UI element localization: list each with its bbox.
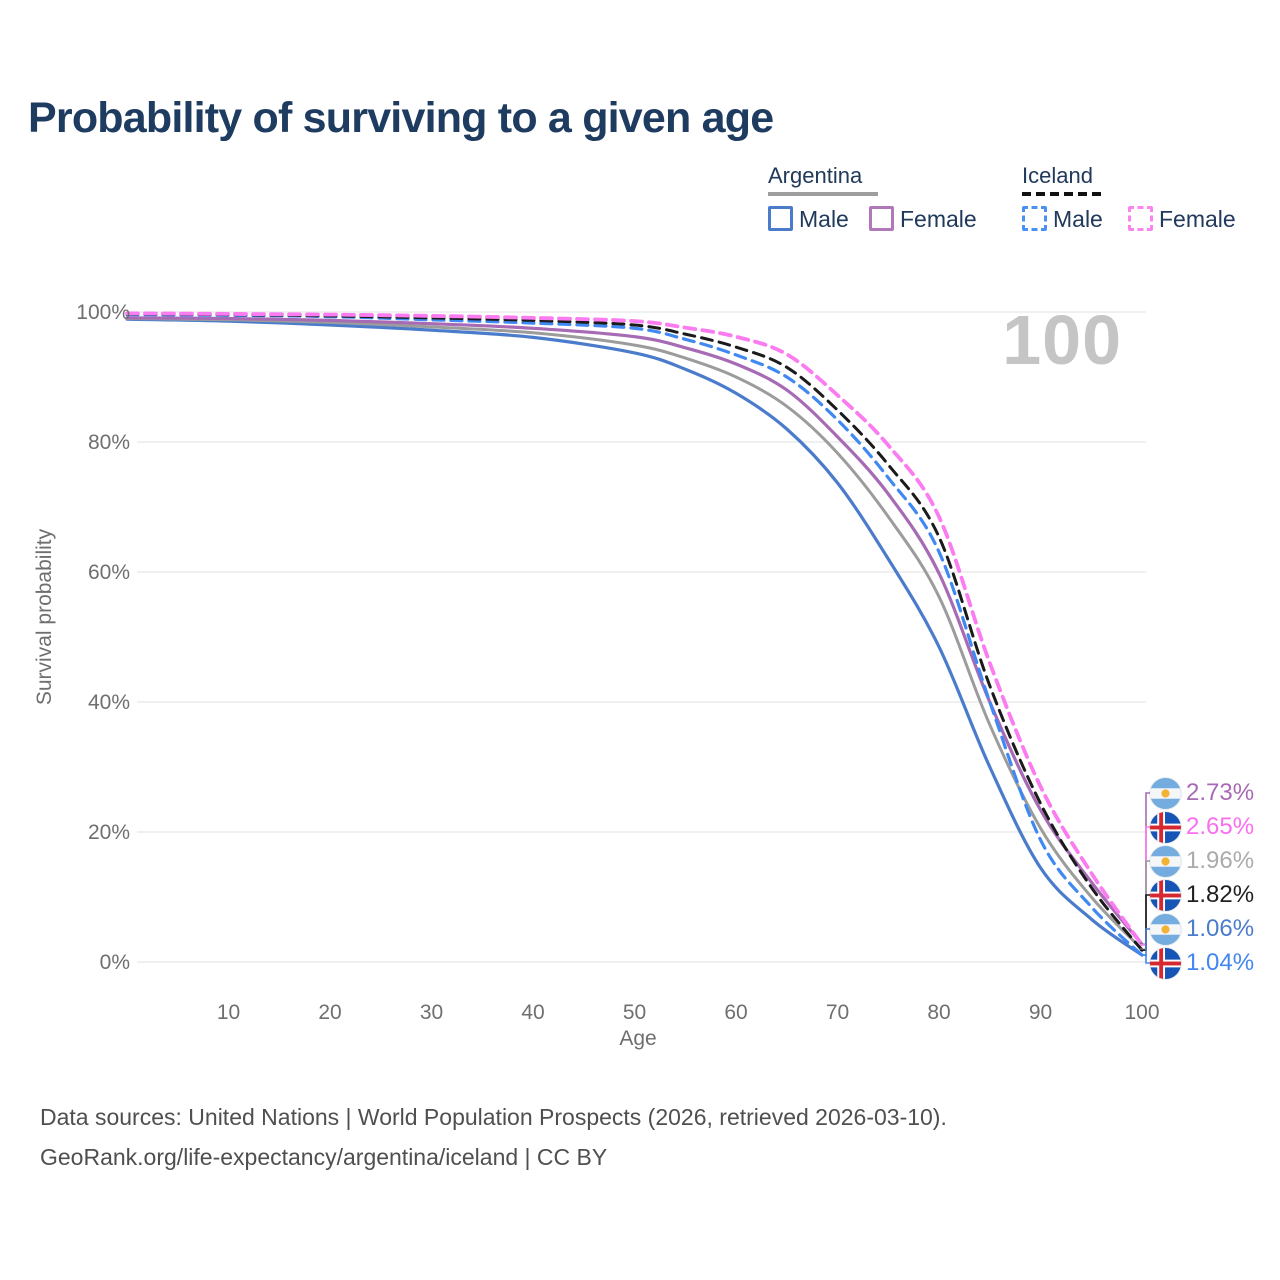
x-tick-label: 30 bbox=[420, 1001, 443, 1024]
x-tick-label: 10 bbox=[217, 1001, 240, 1024]
y-tick-label: 20% bbox=[88, 821, 130, 844]
end-label-value: 2.73% bbox=[1186, 779, 1255, 806]
x-tick-label: 40 bbox=[521, 1001, 544, 1024]
footer-attribution: GeoRank.org/life-expectancy/argentina/ic… bbox=[40, 1144, 608, 1170]
x-tick-label: 60 bbox=[724, 1001, 747, 1024]
y-tick-label: 100% bbox=[76, 301, 130, 324]
y-tick-label: 80% bbox=[88, 431, 130, 454]
y-tick-label: 40% bbox=[88, 691, 130, 714]
x-tick-label: 50 bbox=[623, 1001, 646, 1024]
x-axis-title: Age bbox=[619, 1027, 657, 1050]
end-label-value: 1.06% bbox=[1186, 915, 1255, 942]
series-line-iceland-female[interactable] bbox=[125, 311, 1144, 947]
end-label-iceland-female[interactable]: 2.65% bbox=[1150, 811, 1255, 843]
end-label-value: 1.96% bbox=[1186, 847, 1255, 874]
series-layer bbox=[125, 311, 1152, 964]
iceland-flag-icon bbox=[1150, 811, 1181, 843]
hovered-age-watermark: 100 bbox=[1002, 301, 1122, 379]
x-tick-label: 70 bbox=[826, 1001, 849, 1024]
y-axis-title: Survival probability bbox=[33, 528, 56, 706]
end-label-value: 1.82% bbox=[1186, 881, 1255, 908]
x-tick-label: 90 bbox=[1029, 1001, 1052, 1024]
end-label-iceland-all[interactable]: 1.82% bbox=[1150, 879, 1255, 911]
series-line-argentina-female[interactable] bbox=[125, 316, 1144, 946]
series-line-argentina-male[interactable] bbox=[125, 317, 1144, 957]
series-line-iceland-all[interactable] bbox=[125, 312, 1144, 952]
iceland-flag-icon bbox=[1150, 947, 1181, 979]
iceland-all-line-swatch bbox=[1022, 192, 1104, 196]
legend-group-argentina[interactable]: Argentina bbox=[768, 163, 863, 188]
x-tick-label: 80 bbox=[927, 1001, 950, 1024]
legend-label-iceland-female[interactable]: Female bbox=[1159, 206, 1236, 232]
leader-line-iceland-male bbox=[1140, 954, 1152, 964]
series-line-iceland-male[interactable] bbox=[125, 313, 1144, 957]
argentina-all-line-swatch bbox=[768, 192, 878, 196]
footer: Data sources: United Nations | World Pop… bbox=[40, 1097, 947, 1177]
legend-swatch-iceland-female[interactable] bbox=[1128, 206, 1153, 231]
argentina-flag-icon bbox=[1150, 777, 1181, 809]
legend-swatch-argentina-female[interactable] bbox=[869, 206, 894, 231]
end-label-argentina-all[interactable]: 1.96% bbox=[1150, 845, 1255, 877]
end-label-value: 1.04% bbox=[1186, 949, 1255, 976]
end-label-argentina-male[interactable]: 1.06% bbox=[1150, 913, 1255, 945]
page-title: Probability of surviving to a given age bbox=[28, 94, 774, 142]
legend-group-iceland[interactable]: Iceland bbox=[1022, 163, 1093, 188]
legend-label-argentina-male[interactable]: Male bbox=[799, 206, 849, 232]
grid-layer bbox=[137, 311, 1146, 963]
legend-swatch-iceland-male[interactable] bbox=[1022, 206, 1047, 231]
legend-label-iceland-male[interactable]: Male bbox=[1053, 206, 1103, 232]
x-tick-label: 100 bbox=[1124, 1001, 1159, 1024]
y-tick-label: 60% bbox=[88, 561, 130, 584]
leader-line-iceland-all bbox=[1140, 894, 1152, 951]
end-label-iceland-male[interactable]: 1.04% bbox=[1150, 947, 1255, 979]
end-label-argentina-female[interactable]: 2.73% bbox=[1150, 777, 1255, 809]
x-tick-label: 20 bbox=[318, 1001, 341, 1024]
iceland-flag-icon bbox=[1150, 879, 1181, 911]
series-line-argentina-all[interactable] bbox=[125, 317, 1144, 951]
legend-swatch-argentina-male[interactable] bbox=[768, 206, 793, 231]
argentina-flag-icon bbox=[1150, 845, 1181, 877]
axis-labels-layer: 0% 20% 40% 60% 80% 100% 10 20 30 40 50 60 70 80 90 100 bbox=[76, 301, 1159, 1024]
end-label-value: 2.65% bbox=[1186, 813, 1255, 840]
y-tick-label: 0% bbox=[100, 951, 130, 974]
legend-label-argentina-female[interactable]: Female bbox=[900, 206, 977, 232]
footer-data-sources: Data sources: United Nations | World Pop… bbox=[40, 1104, 947, 1130]
argentina-flag-icon bbox=[1150, 913, 1181, 945]
